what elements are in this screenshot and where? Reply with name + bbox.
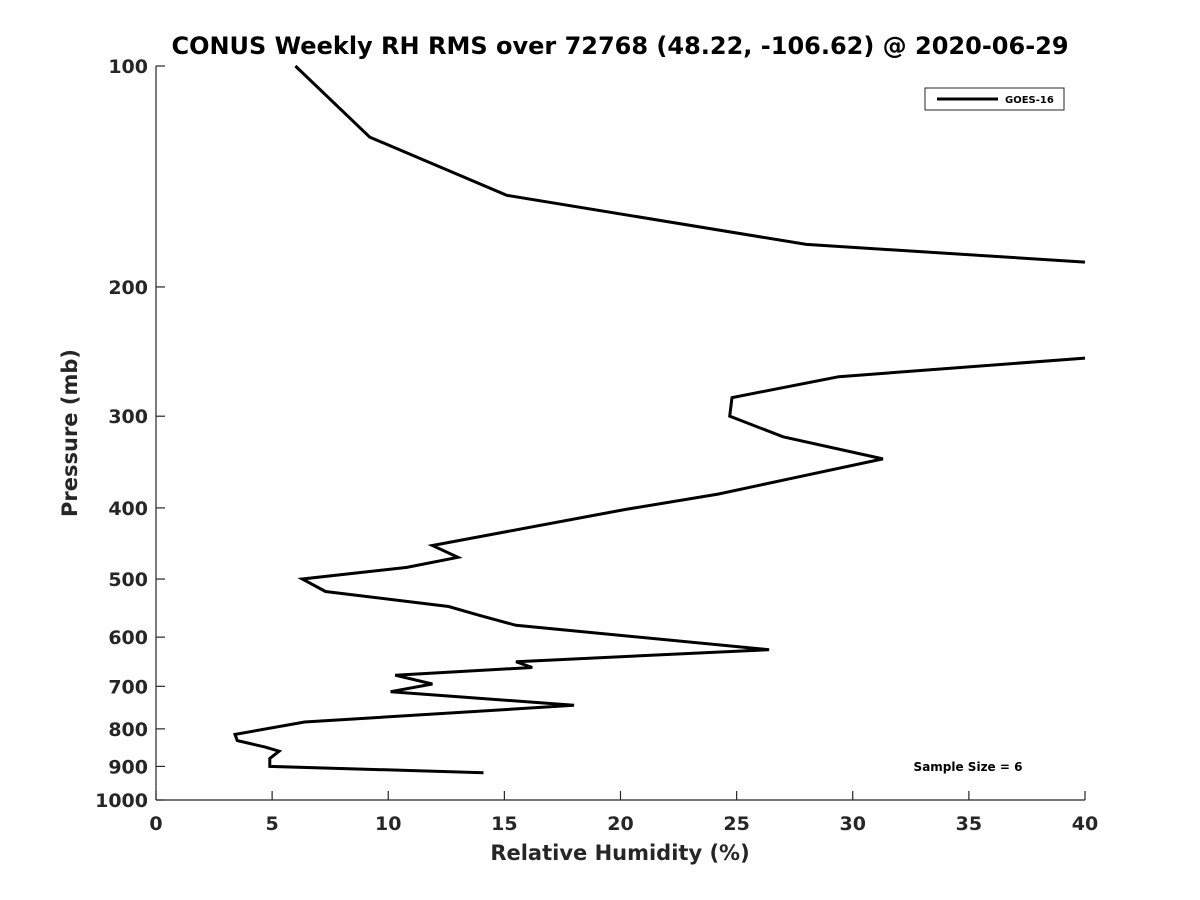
y-tick-label: 700 <box>108 676 148 698</box>
y-ticks: 100 200 300 400 500 600 700 800 900 1000 <box>95 56 165 812</box>
x-tick-label: 30 <box>840 813 866 835</box>
series-line-goes-16 <box>232 356 1086 775</box>
y-axis-label: Pressure (mb) <box>58 349 82 517</box>
legend-label-goes-16: GOES-16 <box>1005 95 1054 106</box>
y-tick-label: 900 <box>108 756 148 778</box>
plot-area: 0 5 10 15 20 25 30 35 40 100 200 300 400 500 600 700 80… <box>95 56 1098 835</box>
x-ticks: 0 5 10 15 20 25 30 35 40 <box>149 791 1098 835</box>
y-tick-label: 1000 <box>95 790 148 812</box>
series-group <box>232 64 1086 775</box>
x-tick-label: 40 <box>1072 813 1098 835</box>
series-line-goes-16 <box>294 64 1086 264</box>
y-tick-label: 200 <box>108 277 148 299</box>
y-tick-label: 500 <box>108 569 148 591</box>
sample-size-annotation: Sample Size = 6 <box>914 760 1023 774</box>
x-tick-label: 15 <box>491 813 517 835</box>
y-tick-label: 300 <box>108 406 148 428</box>
x-tick-label: 20 <box>607 813 633 835</box>
x-axis-label: Relative Humidity (%) <box>490 841 749 865</box>
x-tick-label: 25 <box>723 813 749 835</box>
chart-title: CONUS Weekly RH RMS over 72768 (48.22, -… <box>171 32 1068 60</box>
legend: GOES-16 <box>924 87 1065 111</box>
y-tick-label: 800 <box>108 719 148 741</box>
y-tick-label: 400 <box>108 498 148 520</box>
x-tick-label: 5 <box>266 813 279 835</box>
x-tick-label: 0 <box>149 813 162 835</box>
x-tick-label: 10 <box>375 813 401 835</box>
x-tick-label: 35 <box>956 813 982 835</box>
y-tick-label: 600 <box>108 627 148 649</box>
y-tick-label: 100 <box>108 56 148 78</box>
